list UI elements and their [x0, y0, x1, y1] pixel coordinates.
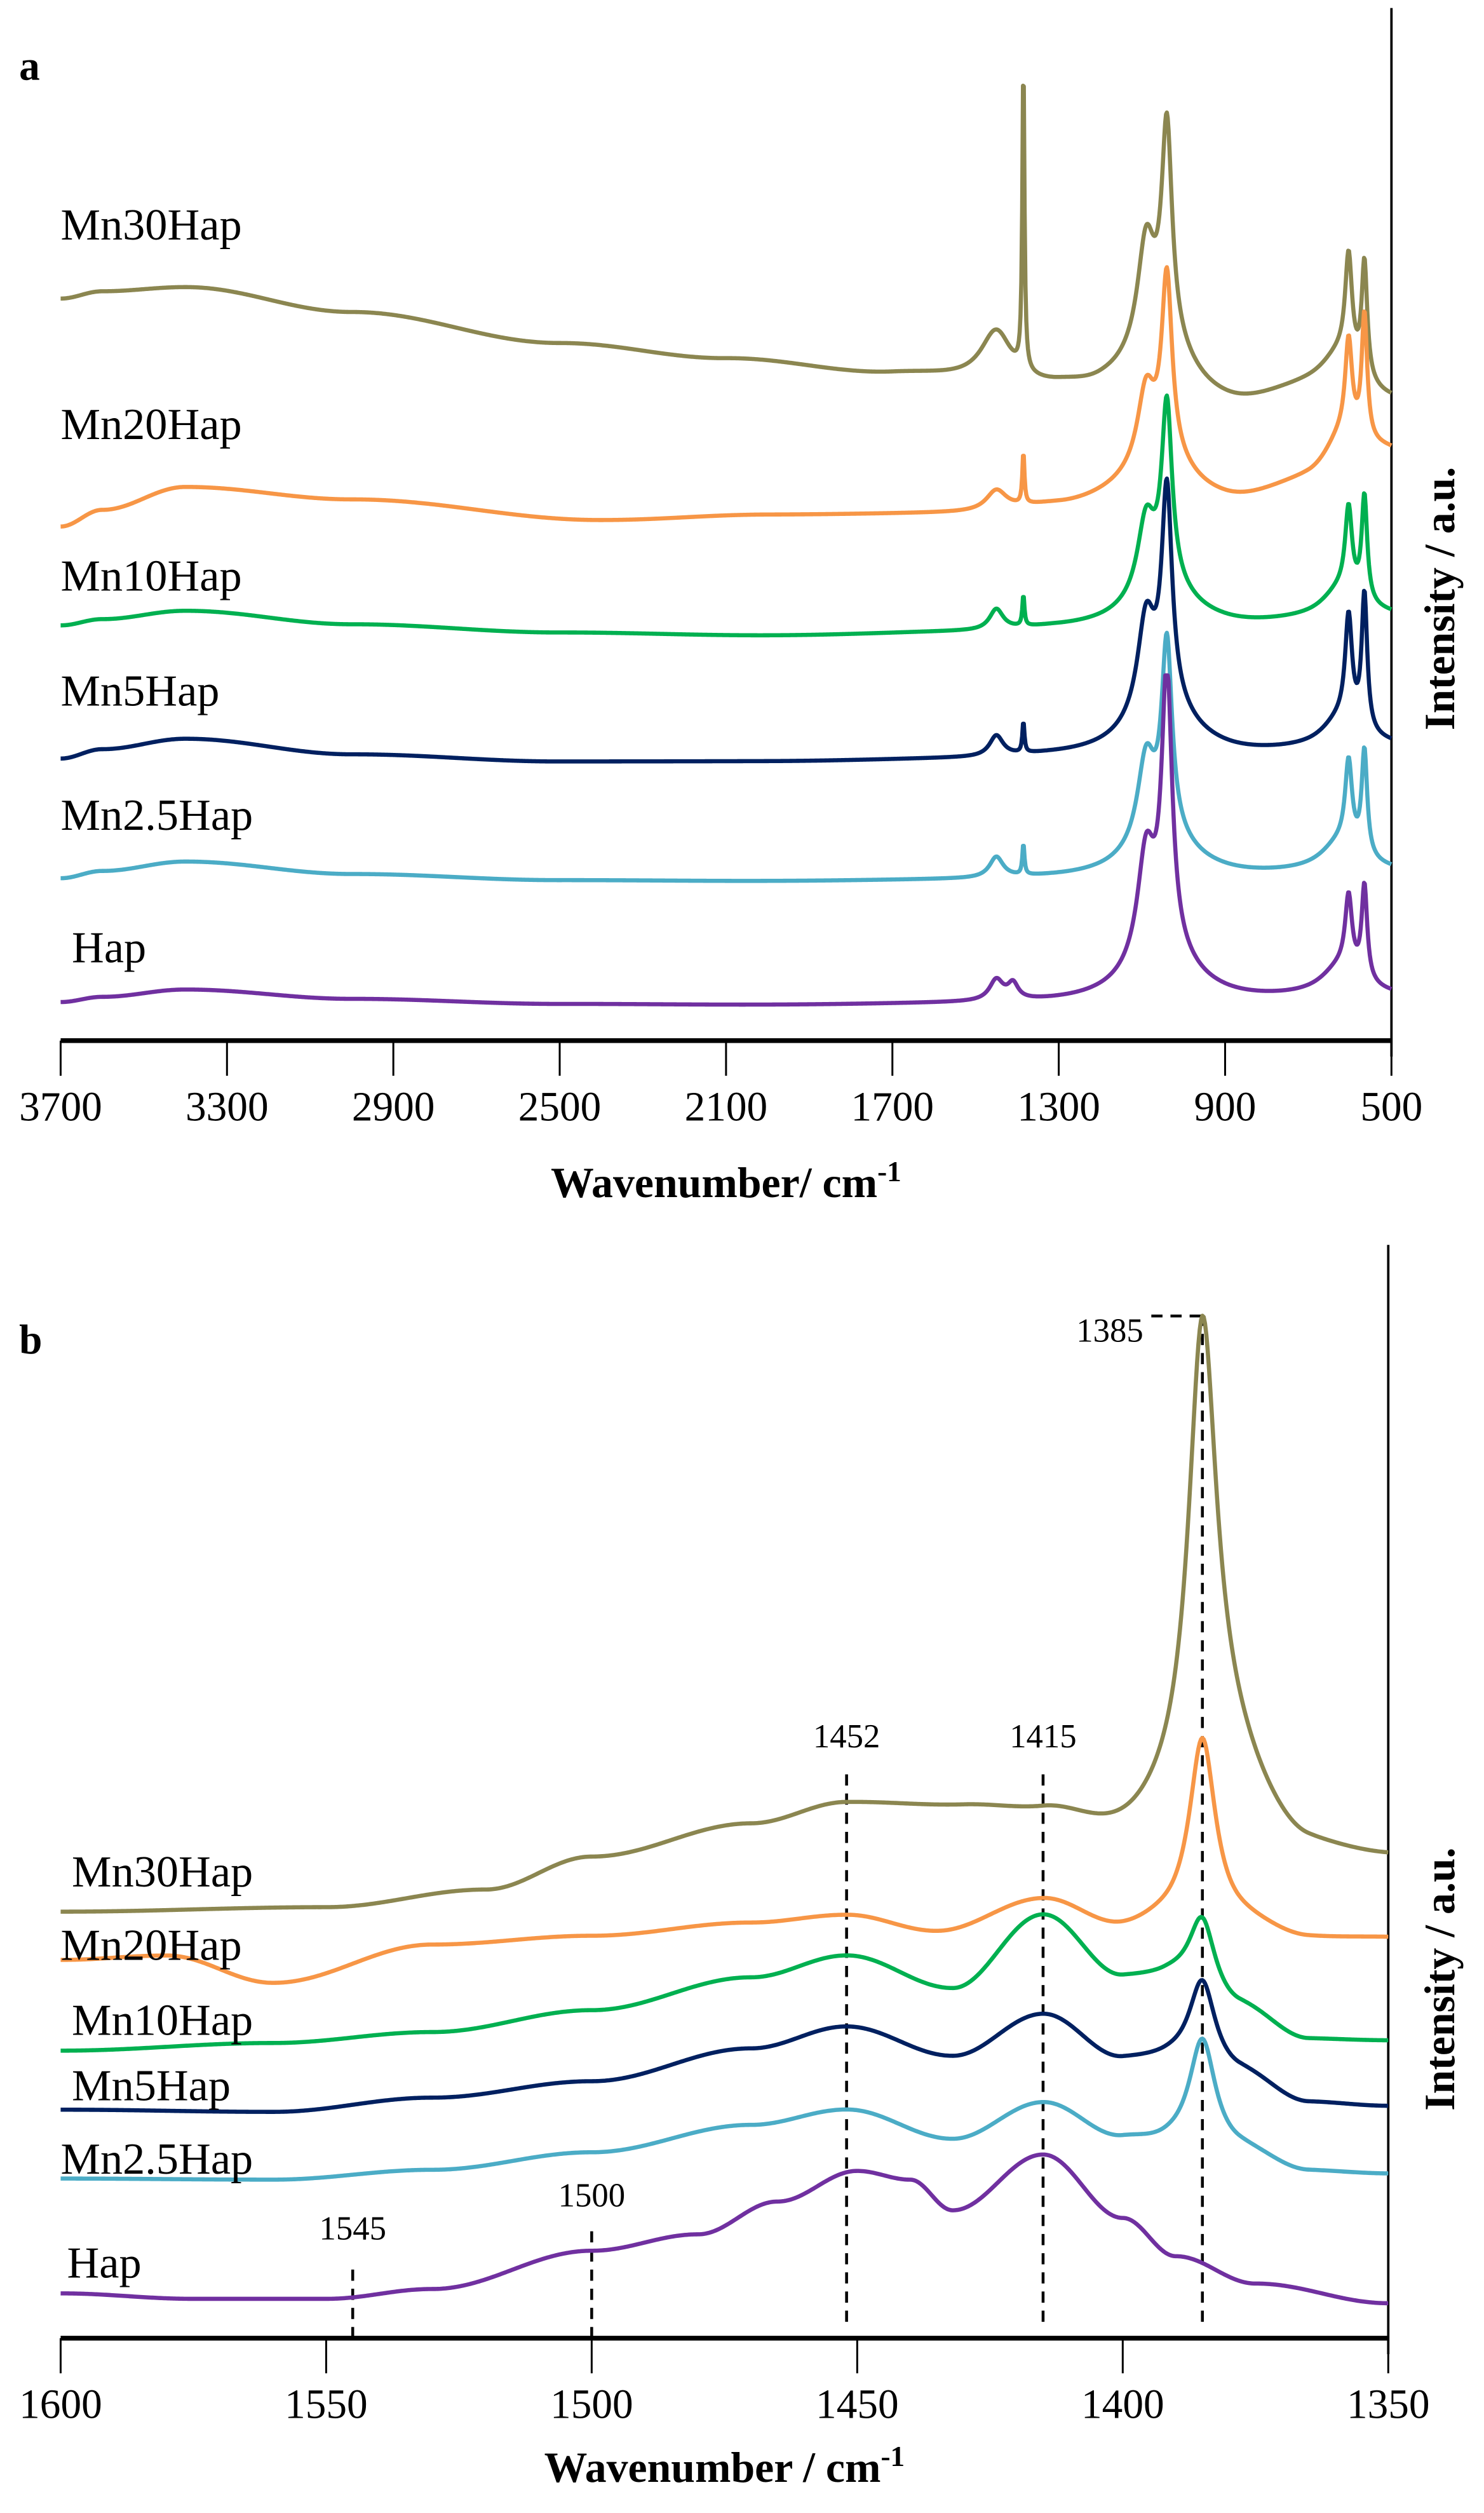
panel-label: b — [19, 1317, 42, 1363]
x-tick-label: 900 — [1194, 1084, 1256, 1130]
annotation-label: 1385 — [1076, 1312, 1143, 1349]
series-label: Mn20Hap — [60, 1921, 241, 1970]
series-label: Mn5Hap — [60, 666, 219, 715]
x-tick-label: 1300 — [1017, 1084, 1100, 1130]
y-axis-title: Intensity / a.u. — [1416, 1848, 1464, 2111]
x-tick-label: 1700 — [851, 1084, 934, 1130]
x-tick-label: 500 — [1360, 1084, 1422, 1130]
series-label: Mn10Hap — [72, 1996, 253, 2045]
series-label: Mn5Hap — [72, 2061, 231, 2111]
x-axis-title-main: Wavenumber/ cm — [551, 1159, 877, 1207]
series-label: Hap — [67, 2238, 141, 2287]
panel-a-chart: a 3700 3300 2900 2500 2100 1700 1300 900 500 Waven… — [19, 8, 1464, 1207]
series-line-mn20hap — [60, 1736, 1389, 1985]
series-label: Mn30Hap — [60, 200, 241, 250]
x-tick-label: 1350 — [1347, 2381, 1430, 2427]
series-label: Mn30Hap — [72, 1847, 253, 1897]
series-label: Hap — [72, 923, 146, 973]
series-label: Mn2.5Hap — [60, 2134, 253, 2184]
x-tick-label: 3300 — [186, 1084, 269, 1130]
series-line-mn2-5hap — [60, 2036, 1389, 2182]
series-line-mn5hap — [60, 1978, 1389, 2114]
x-tick-label: 1550 — [285, 2381, 368, 2427]
x-axis-title-superscript: -1 — [877, 1156, 901, 1188]
panel-b-chart: b 1600 1550 1500 1450 1400 1350 Wavenumber / cm… — [19, 1245, 1464, 2491]
series-label: Mn2.5Hap — [60, 790, 253, 840]
x-tick-label: 2500 — [518, 1084, 602, 1130]
series-line-mn10hap — [60, 1912, 1389, 2053]
series-line-mn30hap — [60, 1313, 1389, 1914]
series-line-mn10hap — [59, 393, 1393, 638]
x-tick-label: 1450 — [816, 2381, 899, 2427]
series-line-mn20hap — [59, 265, 1393, 529]
annotation-label: 1415 — [1009, 1718, 1076, 1755]
annotation-label: 1500 — [558, 2178, 625, 2214]
series-line-mn30hap — [59, 83, 1393, 396]
y-axis-title: Intensity / a.u. — [1416, 467, 1464, 730]
series-line-mn5hap — [59, 476, 1393, 764]
series-line-mn2-5hap — [59, 630, 1393, 883]
series-label: Mn20Hap — [60, 400, 241, 449]
x-axis-title: Wavenumber/ cm-1 — [551, 1156, 901, 1207]
x-tick-label: 1600 — [19, 2381, 102, 2427]
annotation-label: 1452 — [813, 1718, 880, 1755]
x-tick-label: 3700 — [19, 1084, 102, 1130]
x-tick-label: 2900 — [352, 1084, 435, 1130]
x-axis-title-superscript: -1 — [880, 2441, 905, 2472]
annotation-label: 1545 — [319, 2210, 386, 2247]
x-tick-label: 1400 — [1081, 2381, 1164, 2427]
x-axis-title-main: Wavenumber / cm — [544, 2444, 881, 2491]
x-axis-title: Wavenumber / cm-1 — [544, 2441, 905, 2491]
series-line-hap — [60, 2152, 1389, 2306]
panel-label: a — [19, 44, 40, 90]
series-line-hap — [59, 673, 1393, 1007]
x-tick-label: 1500 — [550, 2381, 633, 2427]
series-label: Mn10Hap — [60, 551, 241, 600]
x-tick-label: 2100 — [685, 1084, 768, 1130]
